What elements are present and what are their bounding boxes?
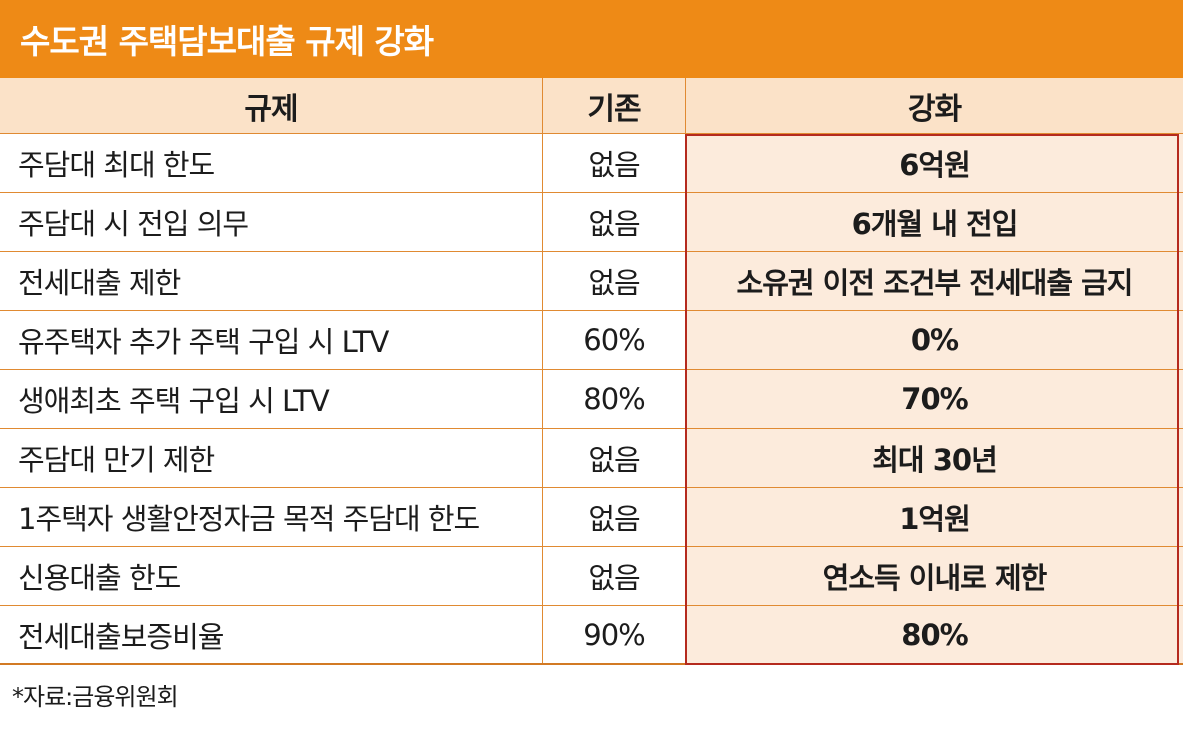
header-before: 기존 [543,78,686,133]
table-row: 전세대출보증비율 90% 80% [0,606,1183,665]
rule-cell: 주담대 시 전입 의무 [0,193,543,251]
before-cell: 90% [543,606,686,663]
before-cell: 없음 [543,252,686,310]
before-cell: 60% [543,311,686,369]
source-note: *자료:금융위원회 [12,683,179,711]
rule-cell: 전세대출보증비율 [0,606,543,663]
after-cell: 6억원 [686,134,1183,192]
rule-cell: 주담대 최대 한도 [0,134,543,192]
table-row: 신용대출 한도 없음 연소득 이내로 제한 [0,547,1183,606]
header-after: 강화 [907,91,962,127]
rule-cell: 주담대 만기 제한 [0,429,543,487]
rule-cell: 1주택자 생활안정자금 목적 주담대 한도 [0,488,543,546]
after-cell: 소유권 이전 조건부 전세대출 금지 [686,252,1183,310]
table-header-row: 규제 기존 강화 [0,78,1183,134]
before-cell: 없음 [543,547,686,605]
title-bar: 수도권 주택담보대출 규제 강화 [0,0,1183,78]
before-cell: 80% [543,370,686,428]
table-row: 생애최초 주택 구입 시 LTV 80% 70% [0,370,1183,429]
table-row: 유주택자 추가 주택 구입 시 LTV 60% 0% [0,311,1183,370]
after-cell: 6개월 내 전입 [686,193,1183,251]
before-cell: 없음 [543,488,686,546]
before-cell: 없음 [543,429,686,487]
rule-cell: 신용대출 한도 [0,547,543,605]
rule-cell: 생애최초 주택 구입 시 LTV [0,370,543,428]
after-cell: 0% [686,311,1183,369]
before-cell: 없음 [543,134,686,192]
after-cell: 최대 30년 [686,429,1183,487]
after-cell: 연소득 이내로 제한 [686,547,1183,605]
before-cell: 없음 [543,193,686,251]
table-row: 전세대출 제한 없음 소유권 이전 조건부 전세대출 금지 [0,252,1183,311]
table-row: 1주택자 생활안정자금 목적 주담대 한도 없음 1억원 [0,488,1183,547]
header-rule: 규제 [0,78,543,133]
after-cell: 80% [686,606,1183,663]
after-cell: 70% [686,370,1183,428]
rule-cell: 전세대출 제한 [0,252,543,310]
after-cell: 1억원 [686,488,1183,546]
table-row: 주담대 만기 제한 없음 최대 30년 [0,429,1183,488]
page-title: 수도권 주택담보대출 규제 강화 [20,22,434,61]
table-row: 주담대 최대 한도 없음 6억원 [0,134,1183,193]
regulation-table: 규제 기존 강화 주담대 최대 한도 없음 6억원 주담대 시 전입 의무 없음… [0,78,1183,665]
rule-cell: 유주택자 추가 주택 구입 시 LTV [0,311,543,369]
table-row: 주담대 시 전입 의무 없음 6개월 내 전입 [0,193,1183,252]
